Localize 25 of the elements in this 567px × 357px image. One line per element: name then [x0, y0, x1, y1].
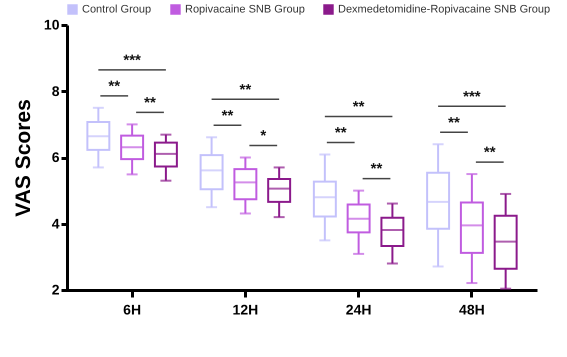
y-axis-title: VAS Scores	[12, 99, 35, 217]
annotation: ***	[123, 52, 142, 69]
annotation: *	[260, 128, 266, 144]
annotation: **	[144, 94, 156, 112]
annotation: **	[108, 78, 120, 95]
x-tick-label: 12H	[232, 302, 258, 318]
x-tick-label: 24H	[346, 302, 372, 318]
annotation: **	[484, 144, 496, 162]
x-tick-label: 48H	[459, 302, 485, 318]
annotation: **	[222, 107, 234, 124]
annotation: ***	[463, 88, 481, 106]
legend-label: Control Group	[82, 4, 152, 16]
y-tick-label: 2	[52, 282, 60, 298]
legend-label: Ropivacaine SNB Group	[185, 4, 305, 16]
y-tick-label: 4	[52, 215, 60, 232]
legend-label: Dexmedetomidine-Ropivacaine SNB Group	[338, 4, 550, 16]
y-tick-label: 6	[52, 149, 60, 165]
y-tick-label: 8	[52, 82, 60, 99]
x-tick-label: 6H	[123, 302, 142, 318]
annotation: **	[370, 160, 383, 178]
annotation: **	[334, 124, 347, 142]
y-tick-label: 10	[44, 16, 60, 32]
annotation: **	[448, 114, 460, 132]
annotation: **	[240, 81, 252, 98]
annotation: **	[352, 98, 365, 116]
